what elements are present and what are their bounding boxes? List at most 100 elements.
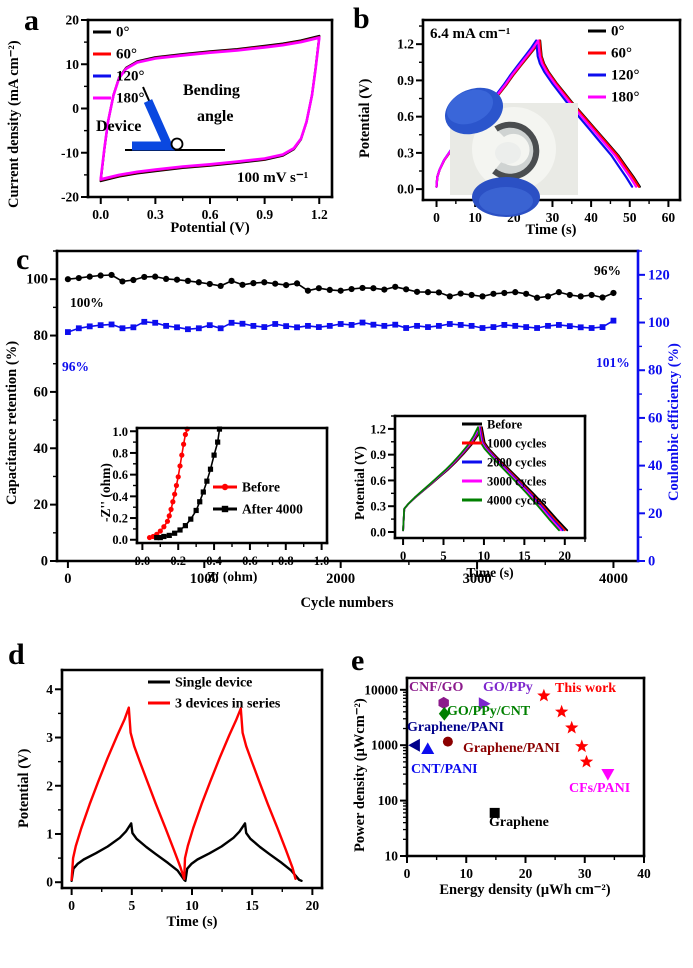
- tick-label: 0.6: [112, 468, 128, 482]
- marker-triangle-down: [601, 768, 615, 781]
- tick-label: 0: [41, 554, 48, 570]
- marker-circle: [337, 287, 344, 294]
- panel-e-tag: e: [351, 644, 365, 677]
- marker-hexagon: [438, 696, 449, 709]
- tick-label: 10: [66, 57, 80, 72]
- marker-circle: [168, 506, 174, 512]
- marker-circle: [177, 463, 183, 469]
- legend-label: 0°: [116, 25, 130, 41]
- marker-square: [577, 324, 584, 331]
- tick-label: 80: [648, 363, 663, 379]
- tick-label: 10: [460, 866, 474, 881]
- gcd-cycle-curve-4000 cycles: [402, 426, 560, 532]
- legend-label: 60°: [116, 47, 137, 63]
- panel-b: 0 10 20 30 40 50 60 0.0 0.3 0.6 0.9 1.2 0° 60° 120° 180…: [345, 0, 693, 243]
- tick-label: 4: [46, 682, 53, 697]
- marker-square: [182, 523, 188, 529]
- legend-label: After 4000: [242, 502, 303, 517]
- tick-label: 15: [245, 898, 259, 913]
- point-label-CNT/PANI: CNT/PANI: [411, 762, 478, 777]
- legend-label: 2000 cycles: [487, 456, 546, 470]
- marker-square: [207, 466, 214, 472]
- tick-label: 20: [519, 866, 533, 881]
- marker-square: [446, 321, 453, 327]
- marker-square: [204, 478, 210, 484]
- panel-c-chart: 0 1000 2000 3000 400002040608010002040608010…: [26, 249, 670, 587]
- marker-square: [337, 321, 344, 327]
- marker-diamond: [438, 706, 450, 721]
- tick-label: 0.3: [370, 500, 386, 514]
- tick-label: 40: [648, 458, 663, 474]
- tick-label: 100: [648, 315, 670, 331]
- marker-square: [141, 318, 148, 325]
- gcd-inset-chart: 0 5 10 15 20 0.0 0.3 0.6 0.9 1.2 Before 1000 cycles…: [370, 414, 587, 563]
- tick-label: 60: [662, 210, 676, 225]
- marker-circle: [130, 276, 137, 284]
- panel-a-tag: a: [24, 4, 39, 37]
- legend-label: Before: [242, 480, 280, 495]
- d-curve-Single device: [70, 822, 303, 883]
- marker-circle: [442, 736, 453, 747]
- marker-circle: [523, 290, 530, 297]
- marker-square: [228, 319, 235, 326]
- tick-label: 0.0: [370, 525, 386, 539]
- marker-square: [348, 322, 355, 328]
- marker-square: [489, 807, 500, 818]
- marker-square: [534, 325, 540, 331]
- marker-square: [217, 325, 224, 332]
- d-curve-3 devices in series: [70, 706, 297, 882]
- tick-label: 0.0: [397, 182, 414, 197]
- marker-square: [283, 323, 290, 330]
- marker-triangle-left: [408, 738, 420, 752]
- legend-label: 60°: [611, 46, 632, 62]
- marker-square: [185, 326, 191, 333]
- marker-star: [565, 720, 579, 734]
- marker-square: [294, 324, 300, 331]
- marker-square: [588, 325, 595, 331]
- marker-square: [326, 322, 333, 329]
- marker-square: [392, 321, 399, 328]
- marker-square: [154, 534, 160, 541]
- tick-label: 60: [648, 410, 663, 426]
- tick-label: 0: [433, 210, 440, 225]
- efficiency-end-annotation: 101%: [596, 355, 630, 370]
- inset-angle-arc: [170, 137, 184, 151]
- panel-c-tag: c: [16, 243, 30, 276]
- tick-label: 10: [478, 549, 491, 563]
- legend-label: 4000 cycles: [487, 494, 546, 508]
- panel-e-x-axis-title: Energy density (μWh cm⁻²): [439, 882, 611, 898]
- marker-circle: [599, 294, 606, 301]
- marker-square: [261, 324, 268, 330]
- marker-circle: [435, 289, 442, 296]
- tick-label: 0: [46, 875, 53, 890]
- marker-square: [200, 489, 206, 495]
- tick-label: 10: [185, 898, 199, 913]
- panel-d-chart: 0 5 10 15 20 0 1 2 3 4 Single device 3 devices in s…: [46, 668, 324, 913]
- tick-label: 0: [68, 898, 75, 913]
- tick-label: 1000: [371, 738, 398, 753]
- cv-curve-180°: [99, 36, 321, 181]
- tick-label: 2: [46, 778, 53, 793]
- marker-square: [425, 324, 431, 330]
- tick-label: 1.0: [112, 425, 128, 439]
- marker-circle: [359, 284, 366, 292]
- marker-square: [161, 533, 167, 540]
- marker-circle: [588, 291, 595, 299]
- tick-label: 0.4: [206, 554, 222, 568]
- panel-a: 0.0 0.3 0.6 0.9 1.2 -20 -10 0 10 20 0° 60° 120° 180° …: [0, 0, 345, 243]
- tick-label: 0: [400, 549, 406, 563]
- tick-label: 0.6: [242, 554, 258, 568]
- marker-circle: [577, 293, 584, 300]
- tick-label: 120: [648, 267, 670, 283]
- marker-square: [359, 319, 366, 326]
- tick-label: 1000: [190, 571, 219, 587]
- tick-label: 60: [34, 384, 49, 400]
- marker-circle: [512, 289, 519, 296]
- marker-square: [157, 534, 163, 541]
- legend-label: Before: [487, 418, 523, 432]
- marker-circle: [86, 273, 93, 280]
- legend-label: Single device: [175, 676, 252, 691]
- marker-square: [479, 325, 486, 331]
- marker-circle: [239, 281, 246, 288]
- tick-label: 30: [546, 210, 560, 225]
